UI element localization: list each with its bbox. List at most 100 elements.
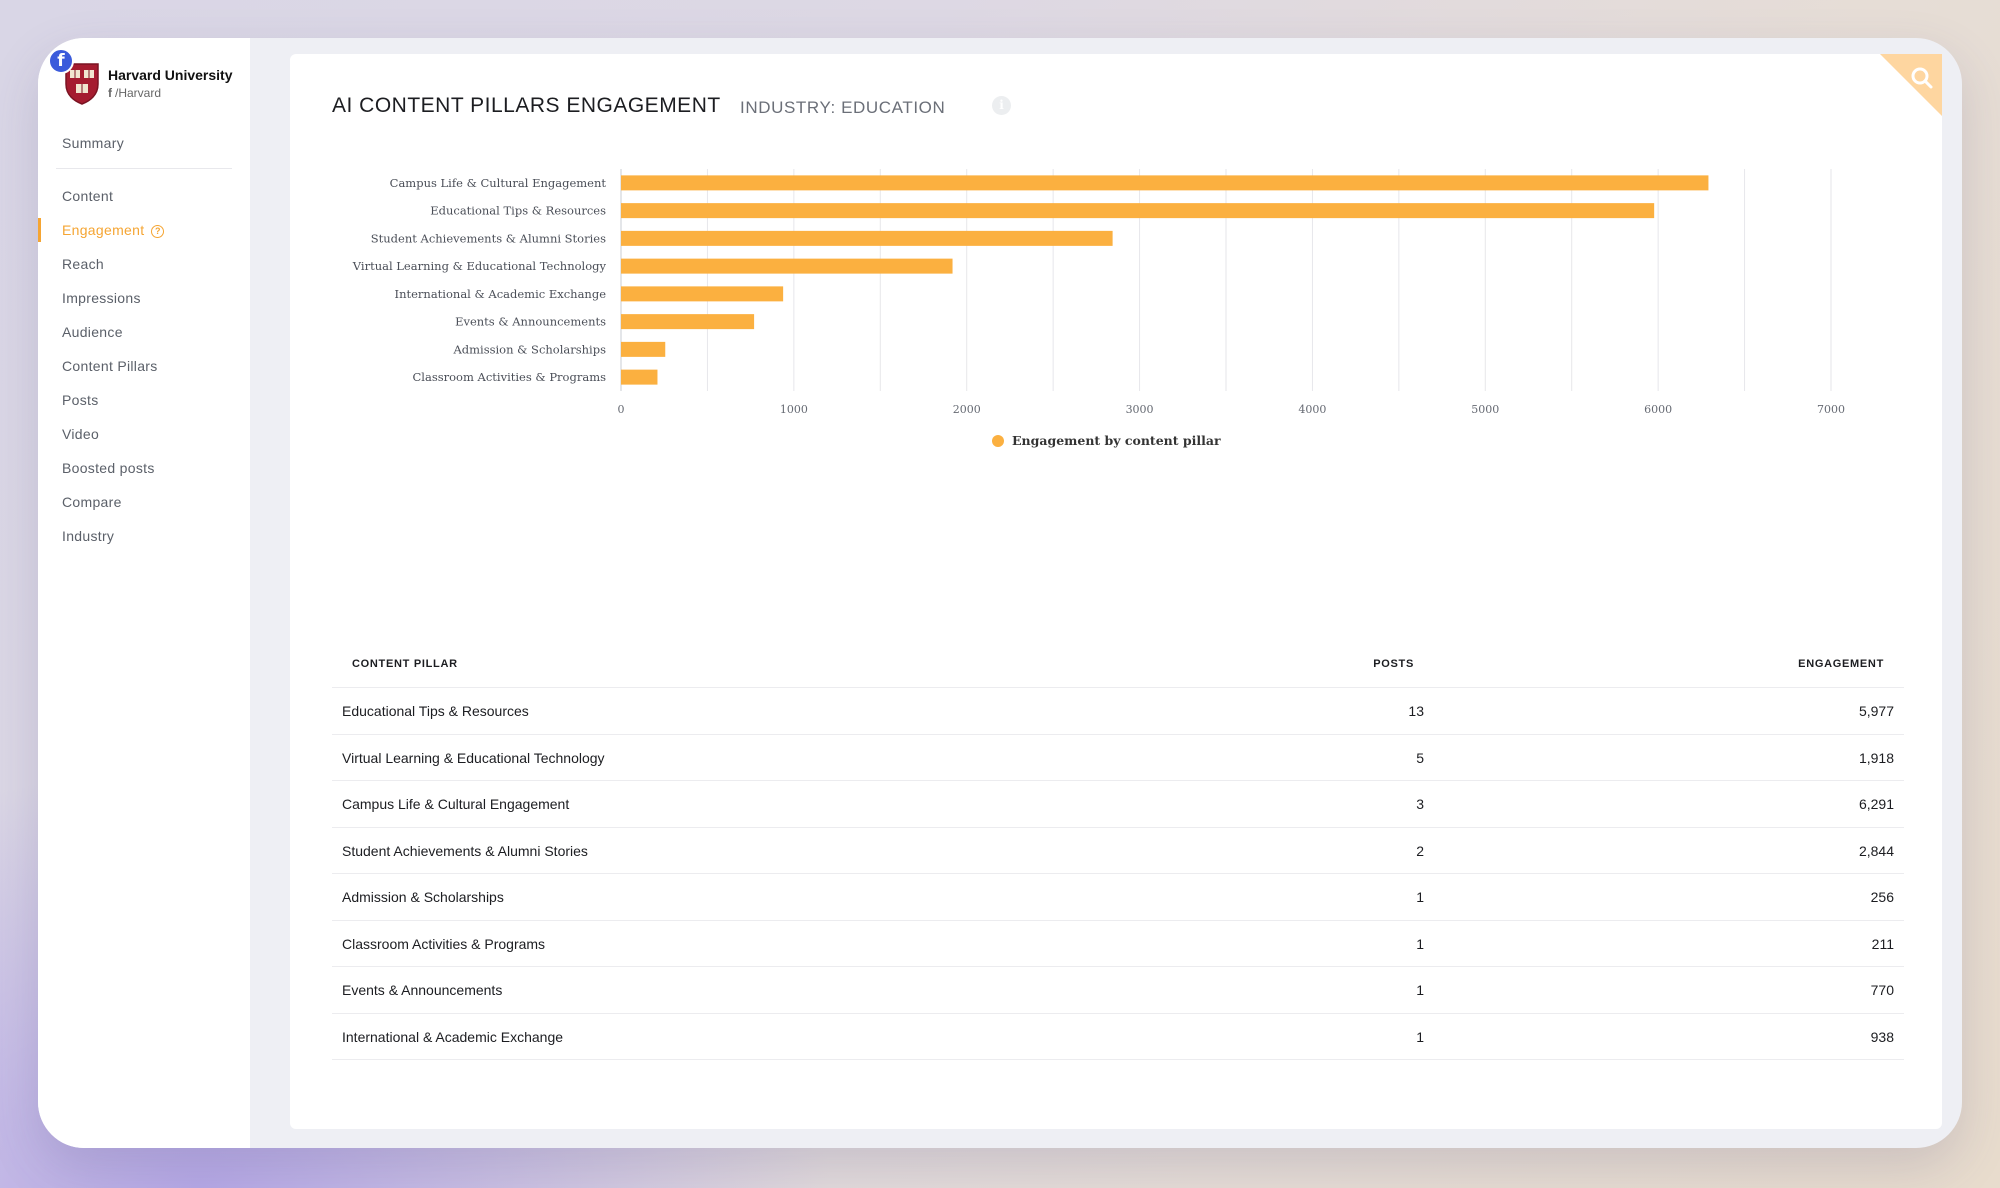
bar[interactable] <box>621 314 755 330</box>
x-tick-label: 2000 <box>953 403 981 416</box>
sidebar-item-summary[interactable]: Summary <box>38 126 250 160</box>
sidebar-item-label: Audience <box>62 324 123 340</box>
y-category-label: Student Achievements & Alumni Stories <box>371 231 606 245</box>
legend-label[interactable]: Engagement by content pillar <box>1012 433 1221 448</box>
sidebar-item-compare[interactable]: Compare <box>38 485 250 519</box>
y-category-label: International & Academic Exchange <box>395 287 607 301</box>
table-row: International & Academic Exchange 1 938 <box>332 1014 1904 1060</box>
table-row: Virtual Learning & Educational Technolog… <box>332 735 1904 781</box>
sidebar-item-label: Boosted posts <box>62 460 155 476</box>
sidebar-item-label: Industry <box>62 528 115 544</box>
table-body: Educational Tips & Resources 13 5,977 Virtu… <box>332 688 1904 1060</box>
x-tick-label: 5000 <box>1471 403 1499 416</box>
sidebar-item-label: Content <box>62 188 114 204</box>
sidebar-item-impressions[interactable]: Impressions <box>38 281 250 315</box>
cell-pillar: Educational Tips & Resources <box>342 703 529 719</box>
content-pillar-table: CONTENT PILLAR POSTS ENGAGEMENT Educatio… <box>332 644 1904 1060</box>
cell-posts: 5 <box>1416 749 1424 766</box>
bar[interactable] <box>621 286 784 302</box>
cell-posts: 13 <box>1408 703 1424 719</box>
sidebar: f Harvard University f/Harvard Summary C… <box>38 38 250 1148</box>
y-category-label: Campus Life & Cultural Engagement <box>390 176 607 190</box>
cell-engagement: 770 <box>1870 982 1894 998</box>
x-tick-label: 4000 <box>1298 403 1326 416</box>
industry-label: INDUSTRY: EDUCATION <box>740 98 946 117</box>
sidebar-item-audience[interactable]: Audience <box>38 315 250 349</box>
facebook-icon: f <box>48 48 74 74</box>
bar[interactable] <box>621 203 1655 219</box>
search-icon[interactable] <box>1910 66 1934 90</box>
cell-pillar: Virtual Learning & Educational Technolog… <box>342 749 605 766</box>
sidebar-divider <box>56 168 232 169</box>
cell-posts: 3 <box>1416 796 1424 812</box>
x-tick-label: 3000 <box>1126 403 1154 416</box>
bar[interactable] <box>621 341 666 357</box>
cell-pillar: Classroom Activities & Programs <box>342 935 546 952</box>
cell-engagement: 1,918 <box>1858 749 1894 766</box>
x-tick-label: 0 <box>618 403 625 416</box>
sidebar-item-industry[interactable]: Industry <box>38 519 250 553</box>
bar[interactable] <box>621 258 953 274</box>
engagement-card: AI CONTENT PILLARS ENGAGEMENT INDUSTRY: … <box>290 54 1942 1129</box>
table-row: Events & Announcements 1 770 <box>332 967 1904 1014</box>
bar[interactable] <box>621 175 1709 191</box>
column-header-engagement[interactable]: ENGAGEMENT <box>1798 658 1884 670</box>
sidebar-nav: Summary Content Engagement? Reach Impres… <box>38 126 250 553</box>
sidebar-item-label: Reach <box>62 256 104 272</box>
y-category-label: Virtual Learning & Educational Technolog… <box>352 259 607 273</box>
cell-engagement: 938 <box>1870 1028 1894 1045</box>
bar[interactable] <box>621 230 1113 246</box>
y-category-label: Classroom Activities & Programs <box>413 370 607 384</box>
sidebar-item-reach[interactable]: Reach <box>38 247 250 281</box>
search-corner[interactable] <box>1880 54 1942 116</box>
column-header-pillar[interactable]: CONTENT PILLAR <box>352 658 458 670</box>
x-tick-label: 6000 <box>1644 403 1672 416</box>
sidebar-item-posts[interactable]: Posts <box>38 383 250 417</box>
cell-pillar: International & Academic Exchange <box>342 1028 564 1045</box>
column-header-posts[interactable]: POSTS <box>1373 658 1414 670</box>
profile-header[interactable]: f Harvard University f/Harvard <box>48 48 248 118</box>
sidebar-item-boosted-posts[interactable]: Boosted posts <box>38 451 250 485</box>
help-icon[interactable]: ? <box>151 224 165 238</box>
profile-handle: f/Harvard <box>108 86 161 100</box>
bar[interactable] <box>621 369 658 385</box>
cell-engagement: 5,977 <box>1858 703 1894 719</box>
cell-engagement: 2,844 <box>1858 842 1894 859</box>
sidebar-item-label: Video <box>62 426 100 442</box>
sidebar-item-label: Summary <box>62 135 124 151</box>
y-category-label: Admission & Scholarships <box>452 342 606 356</box>
sidebar-item-label: Posts <box>62 392 99 408</box>
harvard-crest-icon <box>65 63 99 105</box>
cell-pillar: Events & Announcements <box>342 982 503 998</box>
cell-posts: 1 <box>1416 889 1424 905</box>
x-tick-label: 1000 <box>780 403 808 416</box>
corner-triangle <box>1880 54 1942 116</box>
sidebar-item-content-pillars[interactable]: Content Pillars <box>38 349 250 383</box>
profile-handle-text: /Harvard <box>115 86 162 100</box>
table-row: Classroom Activities & Programs 1 211 <box>332 921 1904 967</box>
table-row: Campus Life & Cultural Engagement 3 6,291 <box>332 781 1904 828</box>
cell-posts: 2 <box>1416 842 1424 859</box>
legend-swatch[interactable] <box>992 435 1004 447</box>
sidebar-item-video[interactable]: Video <box>38 417 250 451</box>
cell-pillar: Student Achievements & Alumni Stories <box>342 842 588 859</box>
x-tick-label: 7000 <box>1817 403 1845 416</box>
cell-engagement: 256 <box>1870 889 1894 905</box>
table-row: Educational Tips & Resources 13 5,977 <box>332 688 1904 735</box>
sidebar-item-engagement[interactable]: Engagement? <box>38 213 250 247</box>
engagement-bar-chart: 0 1000 2000 3000 4000 5000 6000 7000 Campus Life… <box>352 169 1845 448</box>
cell-pillar: Campus Life & Cultural Engagement <box>342 796 570 812</box>
table-header: CONTENT PILLAR POSTS ENGAGEMENT <box>332 644 1904 688</box>
sidebar-item-content[interactable]: Content <box>38 179 250 213</box>
cell-pillar: Admission & Scholarships <box>342 889 504 905</box>
info-icon[interactable]: i <box>992 96 1011 115</box>
cell-engagement: 6,291 <box>1858 796 1894 812</box>
sidebar-item-label: Compare <box>62 494 122 510</box>
app-window: f Harvard University f/Harvard Summary C… <box>38 38 1962 1148</box>
table-row: Admission & Scholarships 1 256 <box>332 874 1904 921</box>
sidebar-item-label: Engagement <box>62 222 145 238</box>
card-title: AI CONTENT PILLARS ENGAGEMENT <box>332 94 721 117</box>
cell-posts: 1 <box>1416 1028 1424 1045</box>
y-category-label: Educational Tips & Resources <box>430 204 606 218</box>
cell-engagement: 211 <box>1871 935 1894 952</box>
